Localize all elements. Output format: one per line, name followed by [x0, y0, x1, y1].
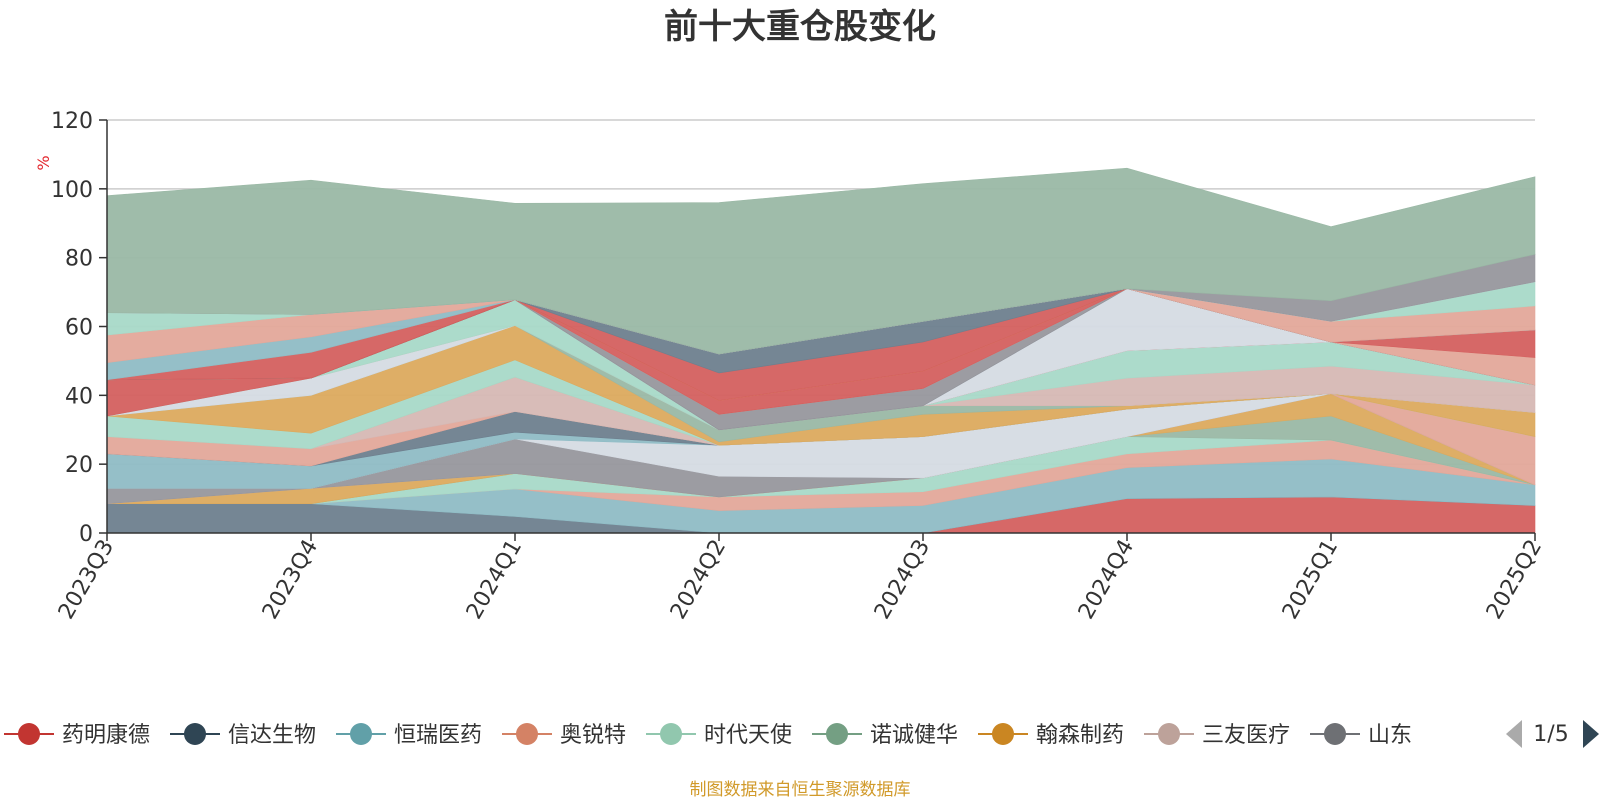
x-tick-label: 2024Q3 — [870, 536, 935, 624]
legend-marker-icon — [826, 723, 848, 745]
legend-item[interactable]: 诺诚健华 — [812, 723, 958, 748]
y-tick-label: 40 — [65, 384, 93, 409]
legend-marker-icon — [992, 723, 1014, 745]
x-tick-label: 2025Q2 — [1482, 536, 1547, 624]
legend-item[interactable]: 翰森制药 — [978, 723, 1124, 748]
legend-item[interactable]: 信达生物 — [170, 723, 316, 748]
data-source-note: 制图数据来自恒生聚源数据库 — [690, 780, 911, 800]
x-tick-label: 2023Q3 — [54, 536, 119, 624]
legend-page-indicator: 1/5 — [1533, 722, 1568, 747]
y-tick-label: 20 — [65, 453, 93, 478]
next-page-arrow-icon[interactable] — [1583, 720, 1599, 748]
area-layers — [106, 167, 1536, 534]
legend-item[interactable]: 山东 — [1310, 723, 1412, 748]
y-tick-label: 0 — [79, 522, 93, 547]
legend-label: 诺诚健华 — [870, 723, 958, 748]
legend-marker-icon — [184, 723, 206, 745]
x-tick-label: 2024Q4 — [1074, 536, 1139, 624]
x-tick-label: 2024Q2 — [666, 536, 731, 624]
legend-marker-icon — [516, 723, 538, 745]
legend-marker-icon — [1158, 723, 1180, 745]
legend: 药明康德 信达生物 恒瑞医药 奥锐特 时代天使 诺诚健华 翰森制药 三友医疗 山东 — [4, 723, 1412, 748]
x-tick-label: 2024Q1 — [462, 536, 527, 624]
legend-marker-icon — [18, 723, 40, 745]
y-unit-label: % — [34, 155, 53, 170]
x-tick-label: 2023Q4 — [258, 536, 323, 624]
x-tick-label: 2025Q1 — [1278, 536, 1343, 624]
legend-pager: 1/5 — [1506, 720, 1599, 748]
legend-marker-icon — [660, 723, 682, 745]
y-tick-label: 100 — [51, 178, 93, 203]
legend-item[interactable]: 恒瑞医药 — [336, 723, 482, 748]
legend-item[interactable]: 时代天使 — [646, 723, 792, 748]
legend-label: 三友医疗 — [1202, 723, 1290, 748]
legend-label: 奥锐特 — [560, 723, 626, 748]
legend-label: 药明康德 — [62, 723, 150, 748]
legend-label: 翰森制药 — [1036, 723, 1124, 748]
prev-page-arrow-icon[interactable] — [1506, 720, 1522, 748]
legend-label: 山东 — [1368, 723, 1412, 748]
legend-item[interactable]: 药明康德 — [4, 723, 150, 748]
legend-label: 恒瑞医药 — [394, 723, 482, 748]
legend-marker-icon — [350, 723, 372, 745]
legend-marker-icon — [1324, 723, 1346, 745]
y-tick-label: 120 — [51, 109, 93, 134]
y-tick-label: 60 — [65, 316, 93, 341]
area-series-37 — [106, 167, 1536, 355]
chart-title: 前十大重仓股变化 — [664, 7, 936, 47]
legend-items: 药明康德 信达生物 恒瑞医药 奥锐特 时代天使 诺诚健华 翰森制药 三友医疗 山东 — [4, 723, 1412, 748]
legend-label: 时代天使 — [704, 723, 792, 748]
legend-item[interactable]: 三友医疗 — [1144, 723, 1290, 748]
y-tick-label: 80 — [65, 247, 93, 272]
legend-label: 信达生物 — [228, 723, 316, 748]
legend-item[interactable]: 奥锐特 — [502, 723, 626, 748]
